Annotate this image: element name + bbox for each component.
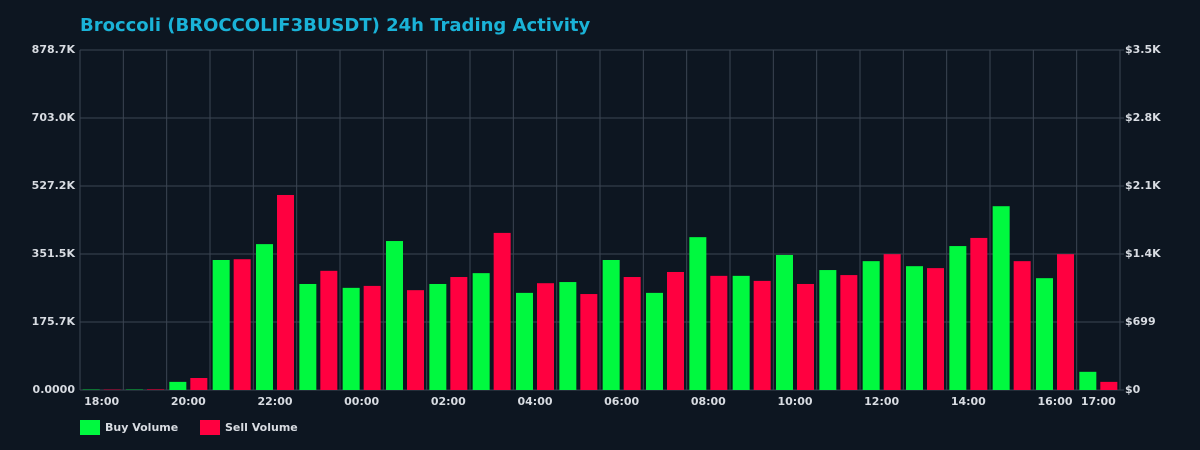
bar — [623, 277, 641, 390]
y-tick-label: 175.7K — [32, 315, 76, 328]
x-tick-label: 14:00 — [951, 395, 986, 408]
bar — [190, 378, 208, 390]
x-tick-label: 06:00 — [604, 395, 639, 408]
bar — [1013, 261, 1031, 390]
bar — [363, 285, 381, 390]
bar — [277, 194, 294, 390]
x-tick-label: 17:00 — [1081, 395, 1116, 408]
bar — [493, 232, 511, 390]
bar — [667, 271, 684, 390]
y-tick-label: 878.7K — [32, 43, 76, 56]
bar — [169, 381, 187, 390]
bar — [710, 275, 728, 390]
bar — [797, 283, 814, 390]
bar — [537, 283, 554, 390]
y2-tick-label: $1.4K — [1125, 247, 1161, 260]
bar — [516, 292, 533, 390]
x-tick-label: 16:00 — [1037, 395, 1072, 408]
bar — [1079, 371, 1097, 390]
bar — [753, 280, 771, 390]
bar — [776, 254, 793, 390]
bar — [147, 389, 164, 390]
y-tick-label: 527.2K — [32, 179, 76, 192]
bar — [342, 287, 360, 390]
x-tick-label: 12:00 — [864, 395, 899, 408]
bar — [906, 266, 923, 390]
bar — [732, 275, 750, 390]
bar — [1057, 254, 1074, 390]
bar — [320, 270, 338, 390]
bar — [212, 259, 230, 390]
bar — [386, 241, 403, 390]
x-tick-label: 18:00 — [84, 395, 119, 408]
y2-tick-label: $3.5K — [1125, 43, 1161, 56]
bar — [883, 254, 901, 390]
bar — [256, 244, 273, 390]
bar — [970, 237, 988, 390]
legend-label: Buy Volume — [105, 421, 178, 434]
y-tick-label: 351.5K — [32, 247, 76, 260]
bar — [1100, 381, 1118, 390]
bar — [472, 273, 490, 390]
bar — [840, 275, 858, 390]
legend-label: Sell Volume — [225, 421, 298, 434]
y-tick-label: 703.0K — [32, 111, 76, 124]
legend-swatch — [200, 420, 220, 435]
bar — [1036, 278, 1053, 390]
bar — [992, 206, 1010, 390]
x-tick-label: 04:00 — [517, 395, 552, 408]
x-tick-label: 00:00 — [344, 395, 379, 408]
bar — [580, 294, 598, 390]
x-tick-label: 08:00 — [691, 395, 726, 408]
y-tick-label: 0.0000 — [33, 383, 76, 396]
x-tick-label: 02:00 — [431, 395, 466, 408]
bar — [407, 290, 424, 390]
x-tick-label: 20:00 — [171, 395, 206, 408]
legend-swatch — [80, 420, 100, 435]
y2-tick-label: $2.1K — [1125, 179, 1161, 192]
bar — [299, 283, 317, 390]
bar — [927, 268, 944, 390]
y2-tick-label: $699 — [1125, 315, 1156, 328]
bar — [429, 283, 447, 390]
y2-tick-label: $0 — [1125, 383, 1141, 396]
bar — [689, 237, 707, 390]
y2-tick-label: $2.8K — [1125, 111, 1161, 124]
chart-title: Broccoli (BROCCOLIF3BUSDT) 24h Trading A… — [80, 15, 590, 36]
bar — [602, 259, 620, 390]
x-tick-label: 10:00 — [777, 395, 812, 408]
bar — [862, 261, 880, 390]
x-tick-label: 22:00 — [257, 395, 292, 408]
bar — [949, 246, 967, 390]
bar — [233, 259, 251, 390]
bar — [559, 282, 577, 390]
bar — [819, 270, 837, 390]
bar — [450, 277, 468, 390]
bar — [646, 292, 663, 390]
